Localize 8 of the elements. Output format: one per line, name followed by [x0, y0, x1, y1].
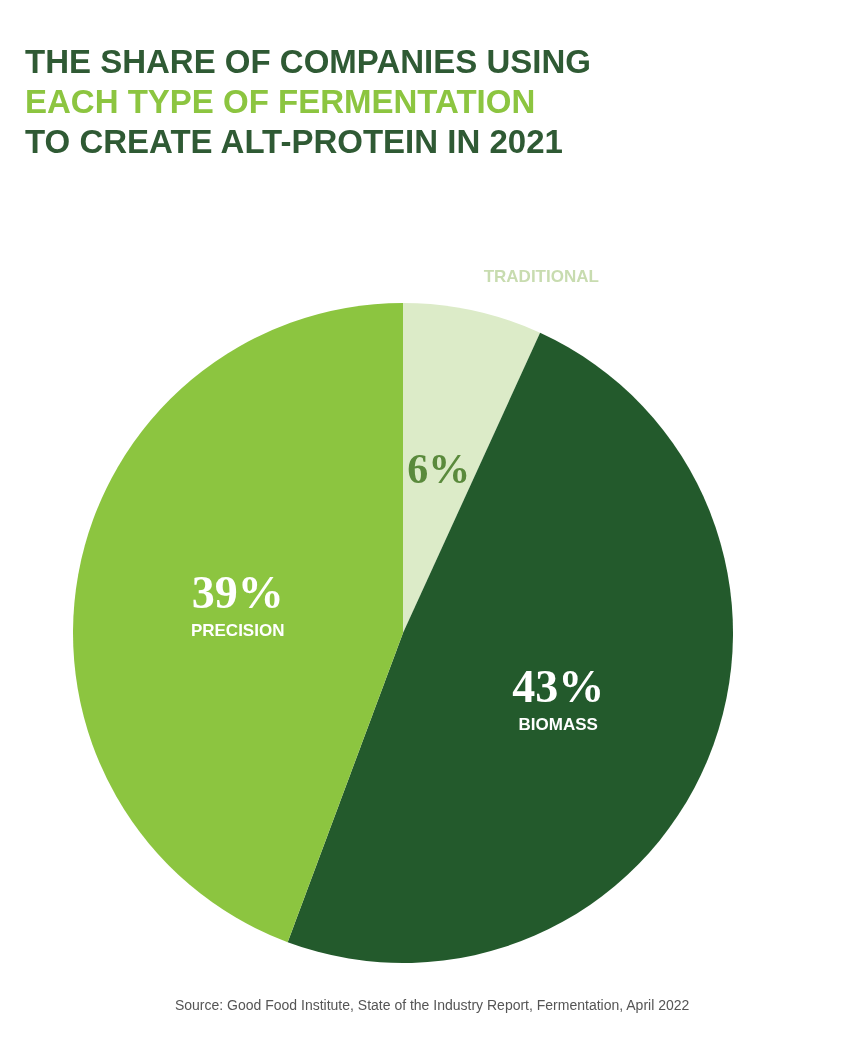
slice-label: BIOMASS — [518, 714, 598, 734]
chart-title: THE SHARE OF COMPANIES USING EACH TYPE OF FERMENTATION TO CREATE ALT-PROTEIN IN 2021 — [25, 42, 591, 160]
slice-label: PRECISION — [190, 620, 285, 640]
data-label: 39% — [191, 566, 284, 618]
data-label: 43% — [512, 660, 605, 712]
slice-label: TRADITIONAL — [483, 267, 599, 287]
data-label: 6% — [407, 445, 471, 492]
source-note: Source: Good Food Institute, State of the Industry Report, Fermentation, April 2022 — [174, 997, 690, 1013]
